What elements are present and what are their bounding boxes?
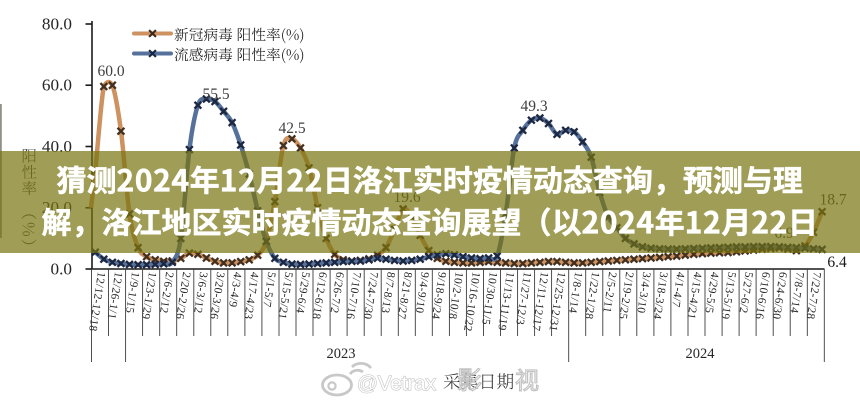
svg-text:6.4: 6.4 xyxy=(827,254,847,271)
svg-text:2024: 2024 xyxy=(686,346,716,362)
svg-text:80.0: 80.0 xyxy=(42,14,72,33)
svg-text:@Vetrax: @Vetrax xyxy=(357,372,437,395)
svg-text:4/3-4/9: 4/3-4/9 xyxy=(226,271,243,308)
svg-text:0.0: 0.0 xyxy=(51,259,72,278)
svg-text:55.5: 55.5 xyxy=(202,86,229,103)
svg-text:2023: 2023 xyxy=(327,346,356,362)
svg-text:4/1-4/7: 4/1-4/7 xyxy=(669,271,686,308)
svg-text:60.0: 60.0 xyxy=(42,76,72,95)
svg-text:42.5: 42.5 xyxy=(278,120,305,137)
svg-text:5/1-5/7: 5/1-5/7 xyxy=(260,271,277,308)
svg-text:49.3: 49.3 xyxy=(520,98,547,115)
svg-text:60.0: 60.0 xyxy=(97,63,124,80)
